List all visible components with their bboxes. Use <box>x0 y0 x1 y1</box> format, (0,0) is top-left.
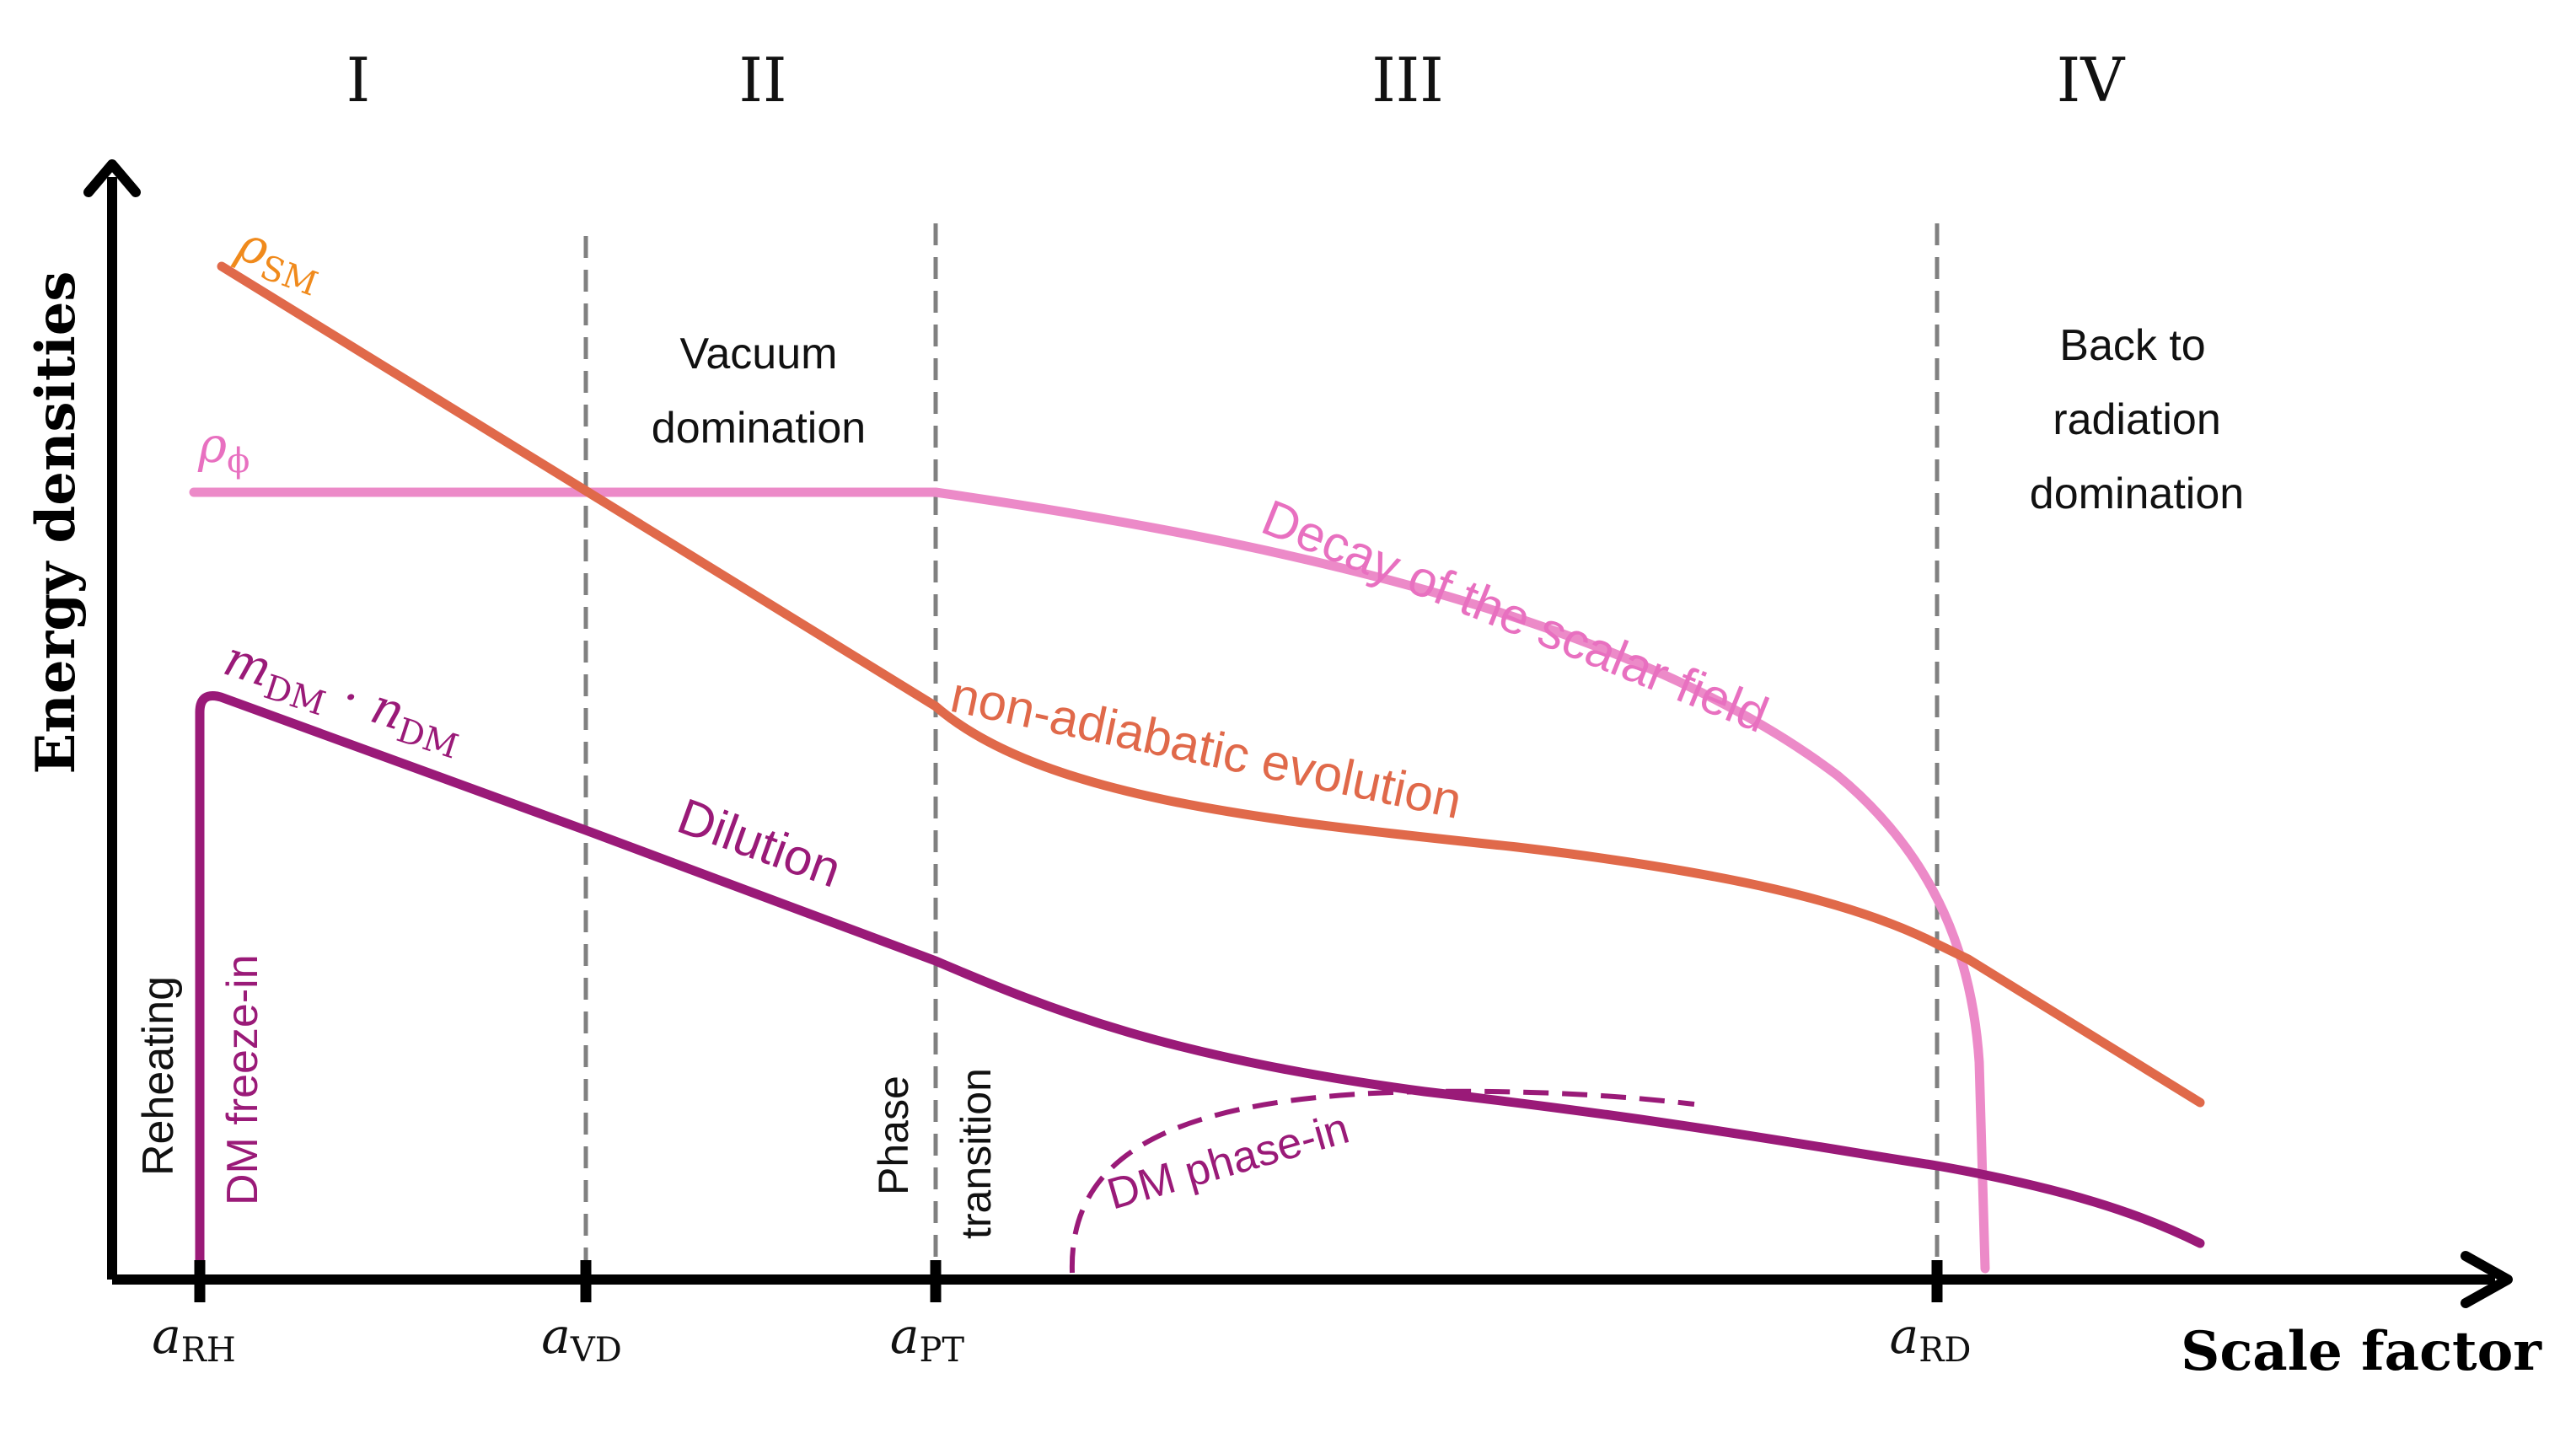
decay-label: Decay of the scalar field <box>1254 489 1776 743</box>
region-label-I: I <box>346 45 370 115</box>
phase-label: Phase <box>870 1076 917 1195</box>
transition-label: transition <box>953 1068 1000 1239</box>
region-label-IV: IV <box>2057 45 2126 115</box>
y-axis-arrow <box>83 159 141 197</box>
y-axis-title: Energy densities <box>24 271 88 775</box>
tick-label-pt: aPT <box>890 1307 965 1370</box>
radiation-note-line-2: radiation <box>2053 395 2220 444</box>
tick-label-rh: aRH <box>152 1307 236 1370</box>
region-label-II: II <box>739 45 787 115</box>
radiation-note-line-3: domination <box>2030 469 2244 518</box>
rho-sm-curve <box>217 261 2205 1108</box>
dm-phase-in-label: DM phase-in <box>1102 1104 1354 1220</box>
rho-phi-curve <box>189 487 1990 1274</box>
rho-sm-label: ρSM <box>228 214 331 304</box>
vacuum-note-line-2: domination <box>652 404 866 453</box>
radiation-note-line-1: Back to <box>2059 321 2205 370</box>
reheating-label: Reheating <box>134 976 183 1176</box>
dm-density-curve <box>195 691 2205 1274</box>
x-axis-title: Scale factor <box>2181 1320 2542 1383</box>
dm-freeze-in-label: DM freeze-in <box>218 954 267 1205</box>
dm-phase-in-curve <box>1069 1088 1695 1274</box>
x-axis-arrow <box>2461 1251 2513 1308</box>
dilution-label: Dilution <box>671 787 849 898</box>
vacuum-note-line-1: Vacuum <box>680 330 838 378</box>
rho-phi-label: ρϕ <box>197 416 250 480</box>
region-label-III: III <box>1371 45 1443 115</box>
tick-label-vd: aVD <box>541 1307 622 1370</box>
tick-label-rd: aRD <box>1890 1307 1972 1370</box>
